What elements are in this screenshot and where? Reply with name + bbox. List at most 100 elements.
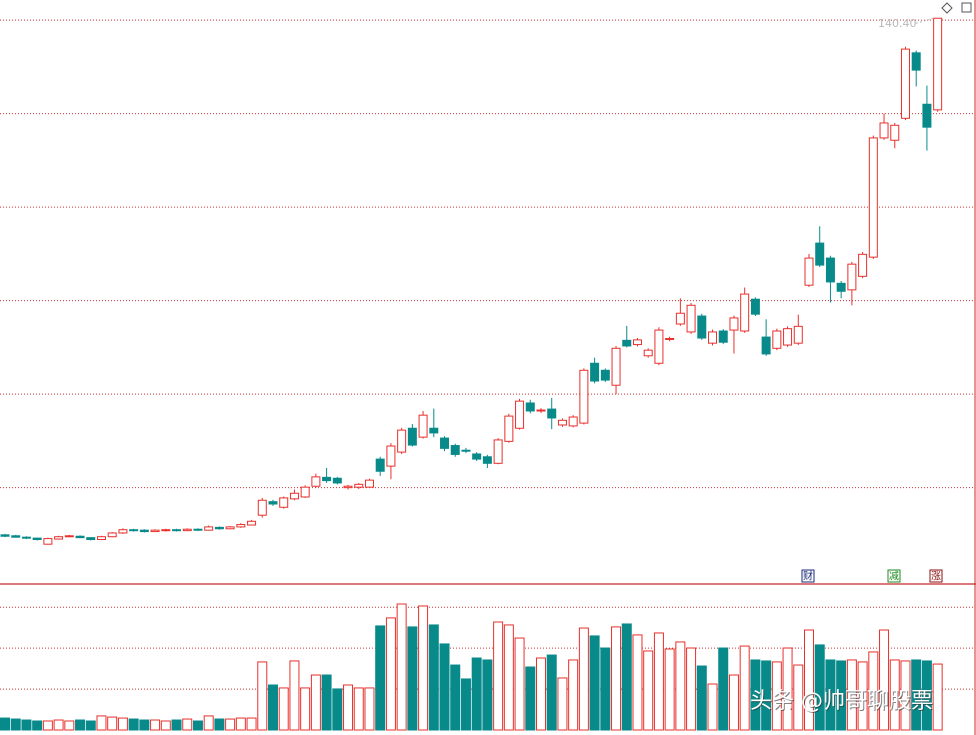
volume-bar (364, 687, 375, 731)
candle-body (311, 476, 321, 487)
candle-body (332, 477, 342, 484)
candle-body (632, 339, 642, 346)
volume-bar (814, 644, 825, 731)
candle-body (354, 483, 364, 488)
volume-bar (171, 719, 182, 731)
volume-bar (268, 684, 278, 731)
candle-body (129, 529, 139, 532)
volume-bar (493, 621, 504, 731)
candle-body (440, 437, 450, 449)
volume-bar (450, 664, 461, 731)
candle-body (793, 325, 803, 344)
candle-body (922, 103, 932, 128)
candle-body (750, 298, 760, 315)
volume-bar (257, 661, 268, 731)
volume-bar (739, 645, 750, 731)
volume-bar (107, 716, 118, 731)
candle-body (96, 536, 106, 541)
volume-bar (793, 664, 804, 731)
marker-box (801, 569, 815, 583)
volume-bar (343, 684, 354, 731)
volume-bar (53, 719, 64, 731)
volume-bar (750, 659, 761, 731)
checkbox-icon[interactable] (961, 2, 972, 13)
volume-bar (600, 647, 611, 731)
candle-body (418, 414, 428, 438)
candle-body (557, 419, 567, 426)
candle-body (247, 520, 257, 526)
candle-body (182, 528, 192, 532)
marker-label: 涨 (931, 571, 941, 583)
candle-body (772, 330, 782, 349)
candle-body (397, 429, 407, 453)
candle-body (161, 529, 171, 532)
candle-body (493, 439, 503, 464)
candle-body (879, 122, 889, 139)
candle-body (279, 497, 289, 508)
volume-bar (482, 659, 493, 731)
volume-bar (546, 654, 557, 731)
volume-bar (75, 719, 86, 731)
volume-bar (686, 647, 697, 731)
candle-body (204, 526, 214, 531)
marker-label: 财 (803, 570, 813, 583)
candle-body (75, 535, 85, 539)
candle-body (815, 242, 825, 266)
candle-body (429, 427, 439, 434)
candle-body (139, 529, 149, 533)
volume-bar (771, 661, 782, 731)
volume-bar (375, 625, 386, 731)
candle-body (868, 137, 878, 258)
candle-body (697, 315, 707, 339)
candle-body (482, 456, 492, 464)
candle-body (43, 538, 53, 545)
candle-body (654, 329, 664, 364)
volume-bar (418, 605, 429, 731)
volume-bar (846, 659, 857, 731)
candle-body (236, 524, 246, 528)
volume-bar (139, 719, 150, 731)
candle-body (64, 535, 74, 538)
volume-bar (889, 659, 900, 731)
candle-body (343, 485, 353, 489)
candle-body (300, 486, 310, 498)
candle-body (257, 499, 267, 516)
candle-body (11, 535, 21, 538)
candle-body (289, 492, 299, 500)
marker-label: 减 (889, 571, 899, 583)
candle-body (268, 501, 278, 505)
volume-bar (42, 720, 53, 731)
candle-body (579, 369, 589, 424)
volume-bar (10, 718, 21, 731)
volume-bar (932, 663, 943, 731)
volume-bar (192, 720, 203, 731)
volume-bar (385, 617, 396, 731)
candle-body (911, 52, 921, 71)
volume-bar (225, 718, 236, 731)
volume-bar (246, 717, 257, 731)
volume-bar (182, 718, 193, 731)
marker-box (929, 569, 943, 583)
candle-body (450, 445, 460, 455)
volume-bar (514, 637, 525, 731)
candle-body (547, 408, 557, 419)
candle-body (322, 476, 332, 482)
volume-bar (32, 720, 43, 731)
diamond-icon[interactable] (941, 2, 953, 14)
volume-bar (578, 627, 589, 731)
volume-bar (128, 718, 139, 731)
volume-bar (536, 657, 546, 731)
volume-bar (150, 719, 161, 731)
candle-body (375, 458, 385, 472)
candle-body (461, 449, 471, 452)
volume-bar (21, 719, 32, 731)
volume-bar (96, 715, 107, 731)
volume-bar (64, 720, 75, 731)
candle-body (729, 317, 739, 331)
volume-bar (321, 674, 332, 731)
volume-bar (653, 632, 664, 731)
volume-bar (278, 687, 289, 731)
candle-body (836, 282, 846, 292)
